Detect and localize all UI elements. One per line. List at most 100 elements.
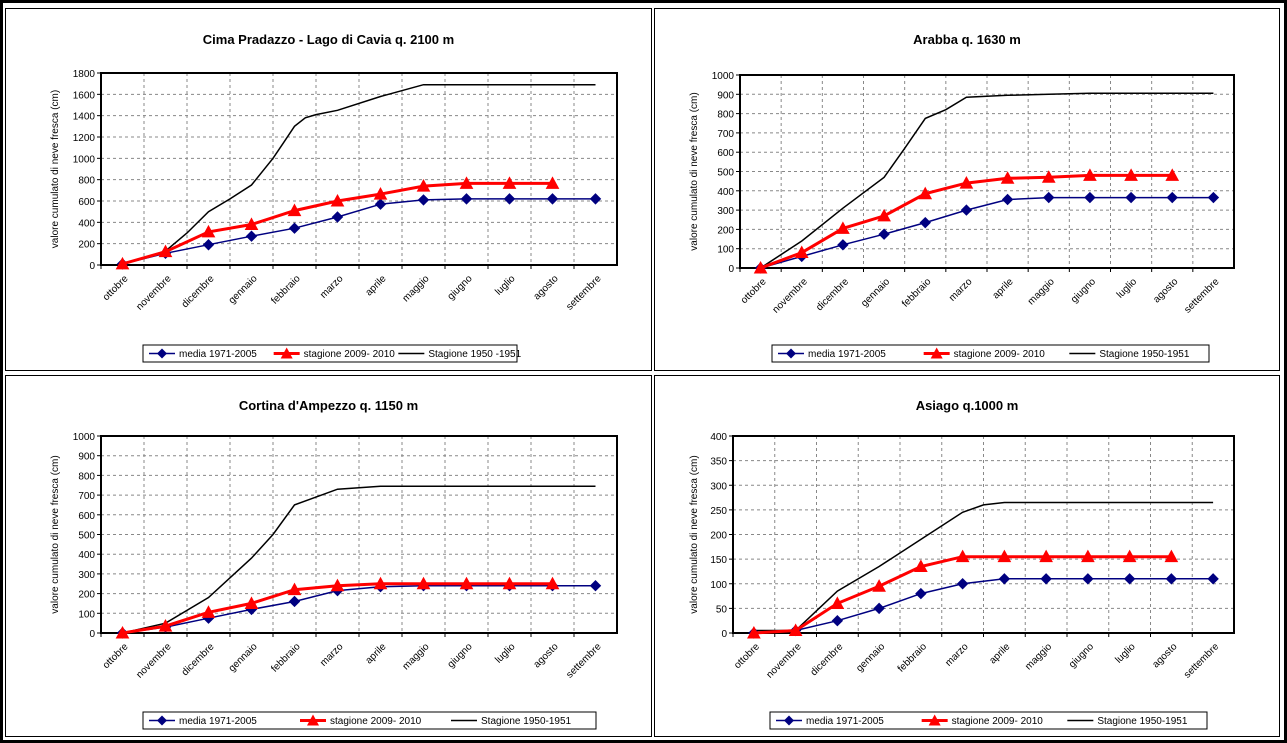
legend-swatch-marker bbox=[784, 715, 794, 726]
y-tick-label: 300 bbox=[78, 570, 95, 581]
x-tick-label: febbraio bbox=[269, 641, 303, 675]
x-tick-label: luglio bbox=[1113, 641, 1138, 666]
x-tick-label: settembre bbox=[1182, 276, 1222, 316]
series-line-2 bbox=[760, 92, 1214, 269]
legend-swatch-marker bbox=[786, 348, 796, 359]
y-tick-label: 1600 bbox=[73, 90, 96, 101]
x-tick-label: marzo bbox=[318, 641, 346, 669]
data-point bbox=[960, 204, 973, 216]
data-point bbox=[202, 239, 215, 251]
y-tick-label: 600 bbox=[717, 148, 734, 159]
legend-box bbox=[142, 711, 597, 730]
y-tick-label: 350 bbox=[710, 457, 727, 468]
legend: media 1971-2005 stagione 2009- 2010 Stagio… bbox=[769, 711, 1208, 730]
data-point bbox=[919, 216, 931, 229]
y-tick-label: 200 bbox=[710, 531, 727, 542]
y-tick-label: 100 bbox=[717, 245, 734, 256]
y-tick-label: 300 bbox=[710, 481, 727, 492]
data-point bbox=[955, 549, 970, 563]
legend: media 1971-2005 stagione 2009- 2010 Stagio… bbox=[142, 711, 597, 730]
series-line-2 bbox=[122, 485, 596, 634]
x-tick-label: gennaio bbox=[227, 641, 260, 674]
x-tick-label: novembre bbox=[771, 276, 811, 316]
data-point bbox=[1124, 168, 1138, 181]
data-point bbox=[502, 176, 517, 189]
data-point bbox=[914, 559, 928, 573]
data-point bbox=[830, 596, 845, 609]
chart-title: Arabba q. 1630 m bbox=[913, 32, 1021, 47]
legend-label: stagione 2009- 2010 bbox=[954, 349, 1046, 360]
data-point bbox=[1165, 168, 1180, 181]
y-tick-label: 400 bbox=[78, 218, 95, 229]
x-tick-label: dicembre bbox=[814, 276, 851, 313]
data-point bbox=[872, 579, 886, 592]
legend-label: stagione 2009- 2010 bbox=[952, 716, 1044, 727]
x-tick-label: febbraio bbox=[900, 276, 934, 310]
data-point bbox=[244, 217, 259, 230]
legend-label: stagione 2009- 2010 bbox=[330, 716, 422, 727]
legend-label: media 1971-2005 bbox=[179, 716, 257, 727]
x-tick-label: settembre bbox=[564, 273, 604, 313]
legend-label: media 1971-2005 bbox=[808, 349, 886, 360]
y-tick-label: 200 bbox=[78, 590, 95, 601]
legend: media 1971-2005 stagione 2009- 2010 Stagio… bbox=[142, 344, 522, 363]
x-tick-label: agosto bbox=[532, 273, 561, 302]
data-point bbox=[1123, 573, 1136, 585]
legend-swatch-marker bbox=[157, 348, 167, 359]
x-tick-label: agosto bbox=[532, 641, 561, 670]
chart-title: Cortina d'Ampezzo q. 1150 m bbox=[239, 398, 418, 413]
series-line-0 bbox=[122, 584, 596, 634]
data-point bbox=[545, 576, 560, 590]
legend-label: Stagione 1950-1951 bbox=[1099, 349, 1190, 360]
data-point bbox=[997, 549, 1012, 563]
data-point bbox=[1125, 191, 1137, 204]
data-point bbox=[459, 576, 474, 590]
x-tick-label: ottobre bbox=[101, 273, 131, 303]
legend: media 1971-2005 stagione 2009- 2010 Stagio… bbox=[771, 344, 1210, 363]
x-tick-label: giugno bbox=[446, 273, 475, 302]
y-tick-label: 250 bbox=[710, 506, 727, 517]
legend-swatch-marker bbox=[280, 347, 293, 359]
x-tick-label: gennaio bbox=[227, 273, 260, 306]
y-tick-label: 900 bbox=[717, 90, 734, 101]
series-line-2 bbox=[122, 83, 596, 265]
x-tick-label: giugno bbox=[1067, 641, 1096, 670]
y-tick-label: 700 bbox=[78, 491, 95, 502]
x-tick-label: maggio bbox=[1023, 641, 1054, 672]
y-tick-label: 400 bbox=[78, 550, 95, 561]
x-tick-label: agosto bbox=[1151, 276, 1180, 305]
legend-box bbox=[771, 344, 1210, 363]
legend-swatch-marker bbox=[930, 347, 943, 359]
data-point bbox=[1207, 573, 1219, 585]
y-tick-label: 150 bbox=[710, 555, 727, 566]
data-point bbox=[417, 194, 430, 206]
data-point bbox=[589, 580, 602, 592]
series-line-0 bbox=[122, 198, 596, 265]
y-tick-label: 50 bbox=[716, 604, 728, 615]
x-tick-label: marzo bbox=[318, 273, 346, 301]
x-tick-label: settembre bbox=[1182, 641, 1222, 681]
x-tick-label: dicembre bbox=[180, 641, 217, 678]
y-tick-label: 0 bbox=[728, 264, 734, 275]
x-tick-label: novembre bbox=[134, 641, 174, 681]
chart-panel-cortina: Cortina d'Ampezzo q. 1150 m 0 100 200 300 400… bbox=[5, 375, 652, 737]
y-tick-label: 0 bbox=[721, 629, 727, 640]
data-point bbox=[330, 578, 345, 592]
chart-panel-asiago: Asiago q.1000 m 0 50 100 150 200 250 300 350 400 o… bbox=[654, 375, 1280, 737]
data-point bbox=[460, 193, 473, 205]
chart-svg: Cortina d'Ampezzo q. 1150 m 0 100 200 300 400… bbox=[50, 398, 618, 730]
data-point bbox=[1166, 191, 1178, 204]
data-point bbox=[788, 623, 803, 637]
x-tick-label: marzo bbox=[947, 276, 975, 304]
y-tick-label: 800 bbox=[717, 110, 734, 121]
y-tick-label: 600 bbox=[78, 197, 95, 208]
data-point bbox=[877, 208, 891, 222]
data-point bbox=[836, 221, 850, 234]
y-tick-label: 800 bbox=[78, 176, 95, 187]
y-tick-label: 400 bbox=[710, 432, 727, 443]
data-point bbox=[959, 176, 974, 189]
x-tick-label: luglio bbox=[1115, 276, 1140, 301]
x-tick-label: luglio bbox=[493, 641, 518, 666]
series-line-2 bbox=[753, 501, 1214, 632]
x-tick-label: gennaio bbox=[859, 276, 892, 309]
